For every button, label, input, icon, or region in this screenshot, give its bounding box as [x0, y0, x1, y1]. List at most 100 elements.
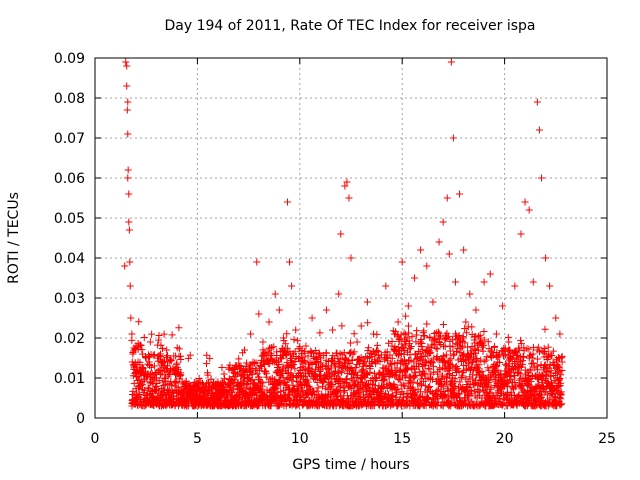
data-point	[544, 343, 552, 351]
data-point	[417, 343, 425, 351]
data-point	[175, 324, 183, 332]
data-point	[387, 381, 395, 389]
data-point	[402, 371, 410, 379]
data-point	[324, 358, 332, 366]
data-point	[520, 353, 528, 361]
data-point	[451, 278, 459, 286]
data-point	[167, 366, 175, 374]
data-point	[322, 349, 330, 357]
data-point	[210, 390, 218, 398]
data-point	[292, 326, 300, 334]
data-point	[439, 372, 447, 380]
axis-ticks: 0 5 10 15 20 25 0 0.01 0.02 0.03 0.04 0.05 0.06 0.07 0…	[54, 51, 616, 447]
data-point	[377, 351, 385, 359]
data-point	[373, 341, 381, 349]
data-point	[214, 378, 222, 386]
data-point	[140, 334, 148, 342]
data-point	[323, 365, 331, 373]
x-axis-label: GPS time / hours	[292, 457, 410, 473]
data-point	[433, 402, 441, 410]
data-point	[204, 379, 212, 387]
data-point	[439, 218, 447, 226]
data-point	[487, 384, 495, 392]
data-point	[427, 370, 435, 378]
data-point	[158, 344, 166, 352]
data-point	[394, 318, 402, 326]
data-point	[425, 383, 433, 391]
data-point	[440, 391, 448, 399]
data-point	[135, 318, 143, 326]
data-point	[493, 362, 501, 370]
data-point	[357, 322, 365, 330]
data-point	[363, 298, 371, 306]
data-point	[203, 360, 211, 368]
data-point	[409, 378, 417, 386]
data-point	[288, 282, 296, 290]
data-point	[123, 82, 131, 90]
data-point	[278, 355, 286, 363]
data-point	[525, 206, 533, 214]
data-point	[535, 126, 543, 134]
data-point	[317, 359, 325, 367]
data-point	[157, 341, 165, 349]
data-point	[517, 230, 525, 238]
data-point	[147, 370, 155, 378]
data-point	[540, 344, 548, 352]
data-point	[349, 376, 357, 384]
data-point	[220, 370, 228, 378]
data-point	[316, 366, 324, 374]
data-point	[425, 365, 433, 373]
data-point	[406, 379, 414, 387]
data-point	[547, 367, 555, 375]
data-point	[394, 385, 402, 393]
data-point	[478, 343, 486, 351]
data-point	[228, 388, 236, 396]
data-point	[350, 330, 358, 338]
data-point	[388, 342, 396, 350]
data-point	[335, 290, 343, 298]
data-point	[125, 218, 133, 226]
data-point	[161, 358, 169, 366]
data-point	[455, 368, 463, 376]
data-point	[142, 354, 150, 362]
data-point	[340, 349, 348, 357]
data-point	[426, 383, 434, 391]
data-point	[282, 402, 290, 410]
data-point	[241, 346, 249, 354]
data-point	[350, 348, 358, 356]
data-point	[484, 338, 492, 346]
data-point	[259, 338, 267, 346]
data-point	[401, 382, 409, 390]
data-point	[468, 323, 476, 331]
data-point	[552, 314, 560, 322]
data-point	[253, 258, 261, 266]
data-point	[226, 361, 234, 369]
data-point	[294, 337, 302, 345]
data-point	[253, 359, 261, 367]
data-point	[398, 258, 406, 266]
data-point	[267, 350, 275, 358]
y-tick-label: 0.04	[54, 251, 85, 267]
data-point	[319, 379, 327, 387]
data-point	[304, 352, 312, 360]
data-point	[243, 359, 251, 367]
data-point	[276, 400, 284, 408]
data-point	[340, 388, 348, 396]
data-point	[515, 376, 523, 384]
data-point	[503, 380, 511, 388]
data-point	[153, 382, 161, 390]
data-point	[243, 381, 251, 389]
data-point	[263, 373, 271, 381]
data-point	[446, 367, 454, 375]
data-point	[541, 325, 549, 333]
data-point	[479, 341, 487, 349]
data-point	[149, 351, 157, 359]
data-point	[475, 361, 483, 369]
data-point	[418, 356, 426, 364]
data-point	[444, 398, 452, 406]
data-point	[148, 330, 156, 338]
data-point	[289, 381, 297, 389]
data-point	[490, 343, 498, 351]
data-point	[417, 336, 425, 344]
